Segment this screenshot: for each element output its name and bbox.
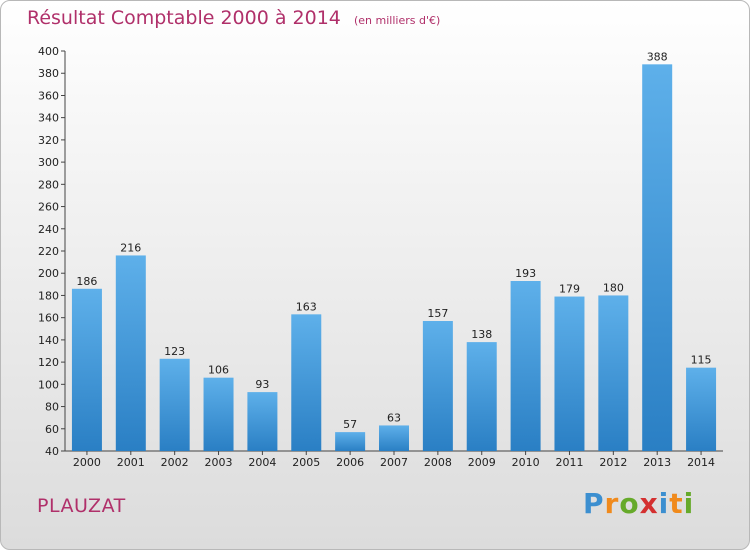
chart-title-block: Résultat Comptable 2000 à 2014 (en milli… <box>27 7 440 29</box>
chart-subtitle: (en milliers d'€) <box>353 14 441 27</box>
x-tick-label: 2014 <box>687 456 715 469</box>
bar-2003 <box>203 377 234 451</box>
bar-value-label: 180 <box>603 281 624 294</box>
y-tick-label: 200 <box>38 267 59 280</box>
y-tick-label: 300 <box>38 156 59 169</box>
y-tick-label: 340 <box>38 112 59 125</box>
bar-2006 <box>335 432 366 451</box>
y-tick-label: 220 <box>38 245 59 258</box>
chart-bars: 186 216 123 106 93 163 57 63 157 138 193 179 180 388 1… <box>71 50 717 452</box>
bar-value-label: 193 <box>515 267 536 280</box>
logo-letter: o <box>619 487 640 520</box>
x-tick-label: 2007 <box>380 456 408 469</box>
bar-2010 <box>510 281 541 451</box>
y-tick-label: 260 <box>38 201 59 214</box>
logo-letter: P <box>583 487 605 520</box>
chart-title: Résultat Comptable 2000 à 2014 <box>27 7 341 29</box>
bar-value-label: 57 <box>343 418 357 431</box>
bar-value-label: 93 <box>255 378 269 391</box>
bar-value-label: 138 <box>471 328 492 341</box>
bar-value-label: 186 <box>76 275 97 288</box>
y-tick-label: 380 <box>38 67 59 80</box>
y-tick-label: 80 <box>45 401 59 414</box>
x-tick-label: 2009 <box>468 456 496 469</box>
bar-value-label: 123 <box>164 345 185 358</box>
y-tick-label: 320 <box>38 134 59 147</box>
y-tick-label: 180 <box>38 289 59 302</box>
logo-letter: t <box>669 487 684 520</box>
bar-2014 <box>686 367 717 451</box>
bar-2009 <box>466 342 497 451</box>
bar-2001 <box>115 255 146 451</box>
bar-value-label: 216 <box>120 241 141 254</box>
y-tick-label: 400 <box>38 45 59 58</box>
logo-letter: r <box>604 487 620 520</box>
x-tick-label: 2005 <box>292 456 320 469</box>
bar-value-label: 157 <box>427 307 448 320</box>
bar-2012 <box>598 295 629 451</box>
bar-2013 <box>642 64 673 452</box>
y-tick-label: 120 <box>38 356 59 369</box>
x-tick-label: 2006 <box>336 456 364 469</box>
y-tick-label: 240 <box>38 223 59 236</box>
bar-2007 <box>379 425 409 451</box>
y-tick-label: 40 <box>45 445 59 458</box>
bar-value-label: 106 <box>208 364 229 377</box>
bar-value-label: 115 <box>691 354 712 367</box>
bar-value-label: 163 <box>296 300 317 313</box>
x-tick-label: 2011 <box>555 456 583 469</box>
x-tick-label: 2003 <box>205 456 233 469</box>
logo-letter: i <box>658 487 670 520</box>
y-tick-label: 100 <box>38 378 59 391</box>
bar-value-label: 388 <box>647 50 668 63</box>
x-tick-label: 2001 <box>117 456 145 469</box>
x-tick-label: 2002 <box>161 456 189 469</box>
logo-letter: i <box>683 487 695 520</box>
x-tick-label: 2013 <box>643 456 671 469</box>
logo-letter: x <box>639 487 659 520</box>
y-tick-label: 60 <box>45 423 59 436</box>
bar-value-label: 63 <box>387 411 401 424</box>
y-tick-label: 360 <box>38 89 59 102</box>
x-tick-label: 2010 <box>512 456 540 469</box>
x-tick-label: 2000 <box>73 456 101 469</box>
commune-name: PLAUZAT <box>37 495 126 517</box>
bar-value-label: 179 <box>559 283 580 296</box>
y-tick-label: 140 <box>38 334 59 347</box>
bar-2002 <box>159 358 190 451</box>
bar-2004 <box>247 392 278 451</box>
bar-2005 <box>291 314 322 451</box>
x-tick-label: 2004 <box>248 456 276 469</box>
proxiti-logo: Proxiti <box>583 487 694 520</box>
y-tick-label: 280 <box>38 178 59 191</box>
bar-2000 <box>71 288 102 451</box>
bar-2011 <box>554 296 585 451</box>
y-tick-label: 160 <box>38 312 59 325</box>
bar-2008 <box>422 321 453 451</box>
x-tick-label: 2012 <box>599 456 627 469</box>
x-tick-label: 2008 <box>424 456 452 469</box>
